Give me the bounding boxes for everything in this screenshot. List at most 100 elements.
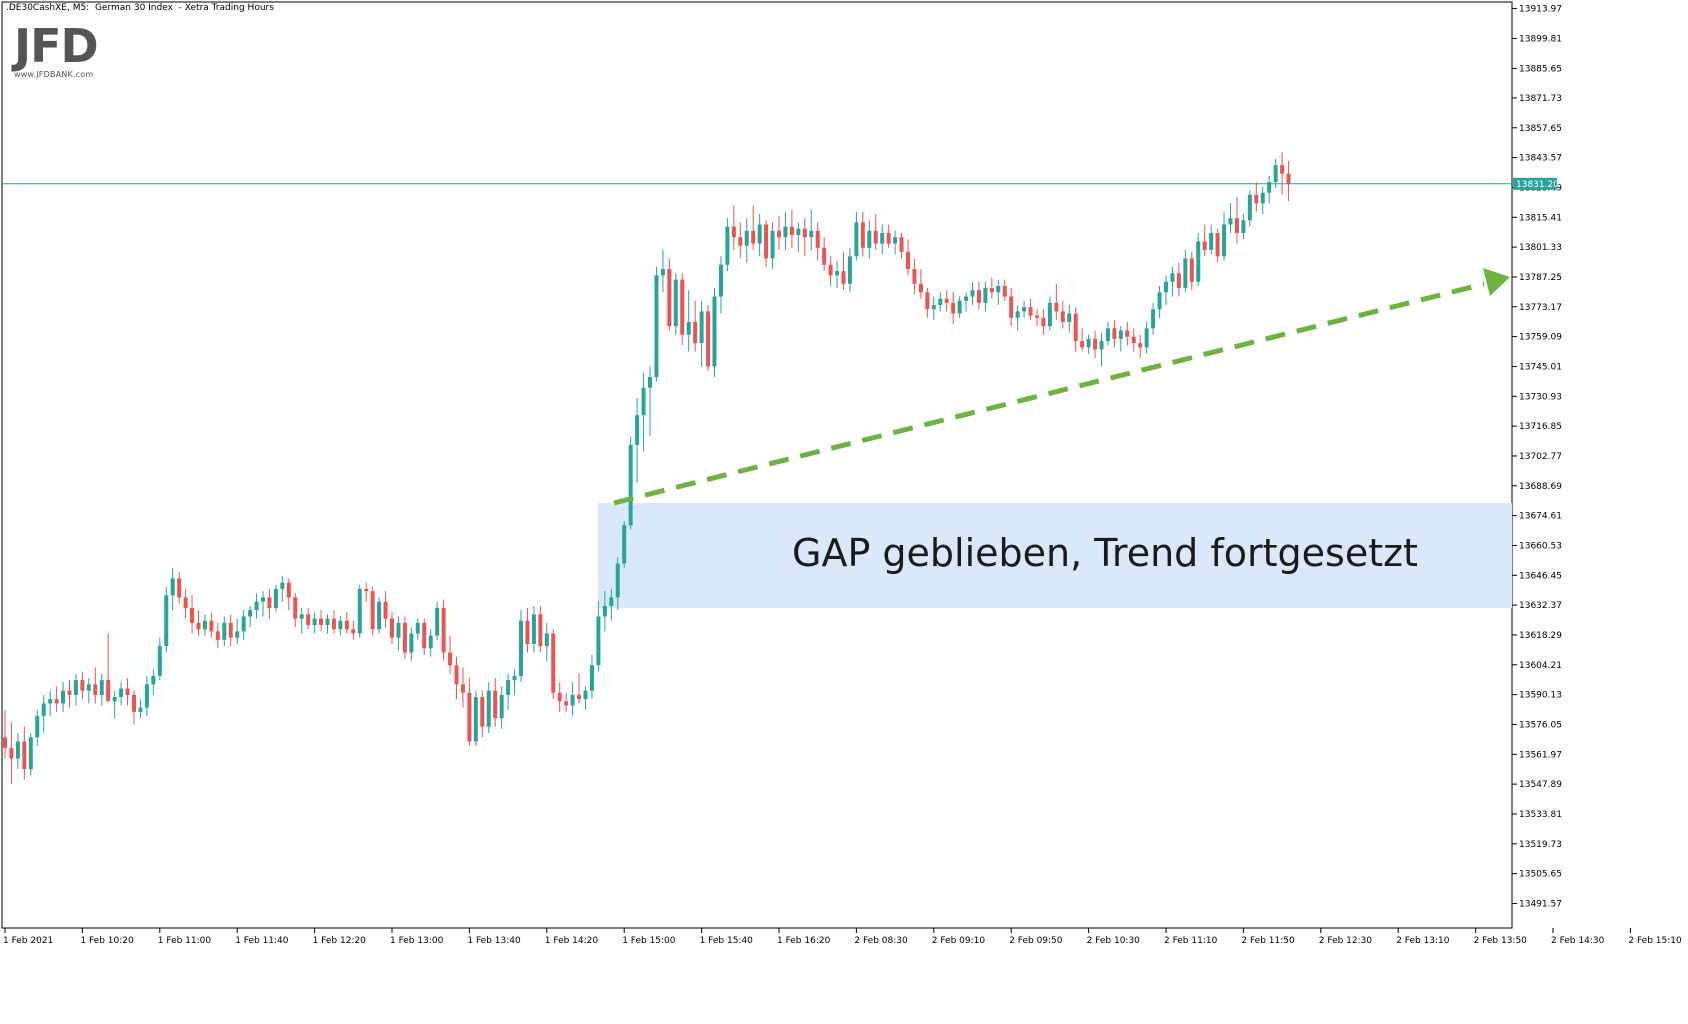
candle-body xyxy=(435,608,440,636)
y-tick-label: 13660.53 xyxy=(1519,541,1562,551)
candle-body xyxy=(1035,315,1039,318)
candle-body xyxy=(396,622,401,638)
candle-body xyxy=(557,692,562,702)
candle-body xyxy=(119,688,124,698)
candle-body xyxy=(815,230,820,248)
candle-body xyxy=(654,275,659,378)
x-tick-label: 2 Feb 10:30 xyxy=(1087,936,1141,946)
trend-arrow-head xyxy=(1483,268,1510,296)
candle-body xyxy=(944,298,949,303)
candle-body xyxy=(519,620,523,676)
candle-body xyxy=(370,591,375,630)
candle-body xyxy=(1002,285,1007,297)
current-price-label: 13831.20 xyxy=(1516,180,1559,190)
candle-body xyxy=(415,622,420,634)
candle-body xyxy=(22,741,27,770)
y-tick-label: 13519.73 xyxy=(1519,840,1562,850)
x-tick-label: 2 Feb 14:30 xyxy=(1551,936,1605,946)
candle-body xyxy=(428,635,433,649)
candle-body xyxy=(177,578,182,598)
candle-body xyxy=(306,614,311,625)
candle-body xyxy=(512,675,517,681)
candle-body xyxy=(1196,241,1201,282)
candle-body xyxy=(1157,292,1162,310)
trend-arrow-line xyxy=(613,281,1485,506)
y-tick-label: 13759.09 xyxy=(1519,333,1562,343)
y-tick-label: 13716.85 xyxy=(1519,422,1562,432)
candle-body xyxy=(80,680,85,691)
candle-body xyxy=(344,620,349,630)
candle-body xyxy=(589,665,594,691)
candle-body xyxy=(1067,313,1072,322)
y-tick-label: 13576.05 xyxy=(1519,720,1562,730)
candle-body xyxy=(706,311,711,367)
x-tick-label: 2 Feb 08:30 xyxy=(854,936,908,946)
candle-body xyxy=(1118,330,1123,339)
candle-body xyxy=(383,601,388,619)
candle-body xyxy=(235,631,240,638)
x-tick-label: 1 Feb 14:20 xyxy=(545,936,599,946)
candle-body xyxy=(190,608,195,623)
candle-body xyxy=(1112,328,1117,339)
y-tick-label: 13857.65 xyxy=(1519,124,1562,134)
candle-body xyxy=(622,525,627,564)
candle-body xyxy=(989,288,994,293)
y-tick-label: 13646.45 xyxy=(1519,571,1562,581)
candle-body xyxy=(802,228,807,238)
y-tick-label: 13730.93 xyxy=(1519,392,1562,402)
candle-body xyxy=(1105,328,1110,342)
y-tick-label: 13885.65 xyxy=(1519,64,1562,74)
candle-body xyxy=(712,296,717,367)
candle-body xyxy=(93,684,98,695)
y-tick-label: 13871.73 xyxy=(1519,94,1562,104)
candle-body xyxy=(906,252,910,269)
candle-body xyxy=(983,288,988,303)
x-tick-label: 1 Feb 15:00 xyxy=(622,936,676,946)
candle-body xyxy=(222,622,227,640)
y-tick-label: 13674.61 xyxy=(1519,512,1562,522)
x-tick-label: 1 Feb 15:40 xyxy=(700,936,754,946)
candle-body xyxy=(1183,258,1188,289)
candle-body xyxy=(241,616,246,632)
candle-body xyxy=(151,675,156,685)
candle-body xyxy=(67,690,72,695)
candle-body xyxy=(1125,330,1130,337)
candle-body xyxy=(209,620,214,632)
candle-body xyxy=(628,444,633,526)
candle-body xyxy=(183,597,188,609)
y-tick-label: 13688.69 xyxy=(1519,482,1562,492)
candle-body xyxy=(1170,273,1175,282)
y-tick-label: 13547.89 xyxy=(1519,780,1562,790)
candle-body xyxy=(680,279,685,335)
candle-body xyxy=(1009,296,1014,318)
candle-body xyxy=(357,588,362,634)
candle-body xyxy=(615,563,620,598)
candle-body xyxy=(822,247,827,265)
candle-body xyxy=(912,268,917,284)
candle-body xyxy=(641,387,646,416)
candle-body xyxy=(1228,218,1233,225)
candle-body xyxy=(918,283,923,293)
candle-body xyxy=(854,222,859,257)
y-tick-label: 13773.17 xyxy=(1519,303,1562,313)
candle-body xyxy=(976,290,981,303)
candle-body xyxy=(138,707,143,712)
candle-body xyxy=(170,578,175,596)
candle-body xyxy=(390,618,394,638)
candle-body xyxy=(744,230,749,246)
candle-body xyxy=(1073,313,1078,342)
candle-body xyxy=(28,737,33,770)
candle-body xyxy=(1215,232,1220,257)
x-tick-label: 2 Feb 15:10 xyxy=(1628,936,1682,946)
candle-body xyxy=(886,232,891,244)
candle-body xyxy=(1164,281,1168,293)
y-tick-label: 13533.81 xyxy=(1519,810,1562,820)
candle-body xyxy=(951,302,956,314)
candle-body xyxy=(86,684,91,691)
x-tick-label: 1 Feb 13:00 xyxy=(390,936,444,946)
candle-body xyxy=(1189,258,1194,282)
candle-body xyxy=(770,230,775,259)
candle-body xyxy=(777,230,781,238)
candle-body xyxy=(1280,165,1285,174)
candle-body xyxy=(718,264,723,297)
